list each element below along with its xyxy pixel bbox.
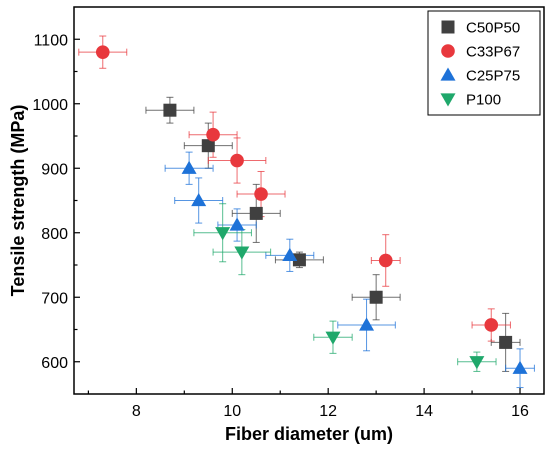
data-point-c25p75 (512, 360, 528, 374)
x-axis-label: Fiber diameter (um) (225, 424, 393, 444)
data-point-c50p50 (249, 206, 263, 220)
data-point-c25p75 (282, 247, 298, 261)
legend: C50P50 C33P67 C25P75 P100 (427, 10, 541, 116)
y-axis-ticks: 600 700 800 900 1000 1100 (32, 32, 80, 372)
data-point-c50p50 (163, 103, 177, 117)
data-point-c25p75 (191, 193, 207, 207)
x-tick-label: 16 (511, 403, 529, 420)
data-point-c50p50 (369, 290, 383, 304)
x-tick-label: 10 (223, 403, 241, 420)
y-tick-label: 900 (41, 161, 68, 178)
legend-marker-c50p50 (441, 20, 455, 34)
data-markers (95, 45, 528, 374)
legend-marker-c25p75 (440, 67, 456, 81)
x-tick-label: 14 (415, 403, 433, 420)
data-point-p100 (325, 331, 341, 345)
data-point-c25p75 (181, 160, 197, 174)
legend-label-c25p75: C25P75 (466, 68, 520, 85)
data-point-p100 (234, 246, 250, 260)
data-point-c33p67 (378, 253, 393, 268)
data-point-c25p75 (229, 217, 245, 231)
y-tick-label: 800 (41, 226, 68, 243)
legend-marker-p100 (440, 93, 456, 107)
data-point-c25p75 (359, 317, 375, 331)
x-tick-label: 12 (319, 403, 337, 420)
data-point-c50p50 (499, 335, 513, 349)
data-point-c50p50 (292, 253, 306, 267)
y-tick-label: 700 (41, 290, 68, 307)
data-point-c50p50 (201, 139, 215, 153)
data-point-c33p67 (230, 153, 244, 168)
data-point-c33p67 (484, 318, 499, 332)
legend-marker-c33p67 (441, 44, 455, 58)
data-point-c33p67 (95, 45, 110, 59)
data-point-c33p67 (206, 127, 220, 142)
y-axis-label: Tensile strength (MPa) (8, 105, 28, 297)
x-axis-ticks: 8 10 12 14 16 (87, 388, 529, 420)
y-tick-label: 1000 (32, 97, 68, 114)
y-tick-label: 600 (41, 355, 68, 372)
legend-label-p100: P100 (466, 92, 501, 109)
x-tick-label: 8 (132, 403, 141, 420)
data-point-p100 (469, 356, 485, 370)
legend-label-c33p67: C33P67 (466, 44, 520, 61)
y-tick-label: 1100 (34, 32, 69, 49)
legend-label-c50p50: C50P50 (466, 20, 520, 37)
data-point-c33p67 (254, 187, 268, 201)
data-point-p100 (215, 227, 231, 241)
